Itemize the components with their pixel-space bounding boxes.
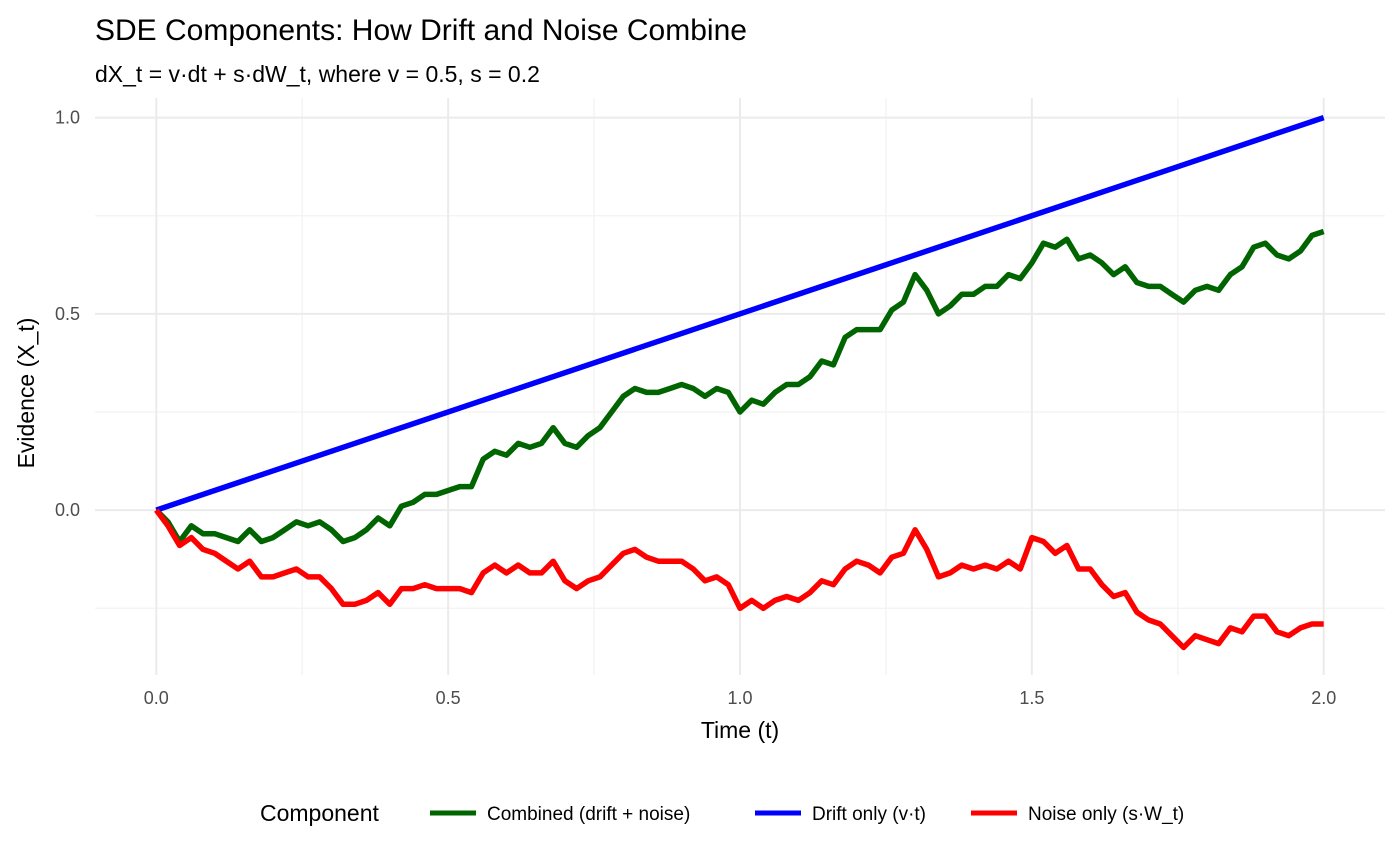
chart-subtitle: dX_t = v·dt + s·dW_t, where v = 0.5, s =… [95,61,540,87]
x-tick-label: 1.5 [1019,688,1044,708]
grid-lines [95,98,1385,675]
y-axis-title: Evidence (X_t) [13,318,39,469]
x-tick-label: 1.0 [727,688,752,708]
y-tick-label: 0.0 [55,500,80,520]
x-axis-title: Time (t) [701,717,779,743]
series-line-noise [154,508,1324,651]
y-axis-ticks: 0.0 0.5 1.0 [55,108,80,521]
legend-title: Component [260,800,380,826]
chart-title: SDE Components: How Drift and Noise Comb… [95,14,747,47]
series-line-combined [154,228,1325,545]
legend-label-drift: Drift only (v·t) [812,804,926,825]
legend-label-combined: Combined (drift + noise) [487,804,690,825]
x-tick-label: 0.5 [436,688,461,708]
series-line-drift [155,114,1325,513]
x-tick-label: 0.0 [144,688,169,708]
y-tick-label: 1.0 [55,108,80,128]
y-tick-label: 0.5 [55,304,80,324]
x-tick-label: 2.0 [1311,688,1336,708]
legend-label-noise: Noise only (s·W_t) [1028,804,1184,825]
series-lines [154,114,1325,651]
legend: Component Combined (drift + noise) Drift… [260,800,1184,826]
x-axis-ticks: 0.0 0.5 1.0 1.5 2.0 [144,688,1336,708]
